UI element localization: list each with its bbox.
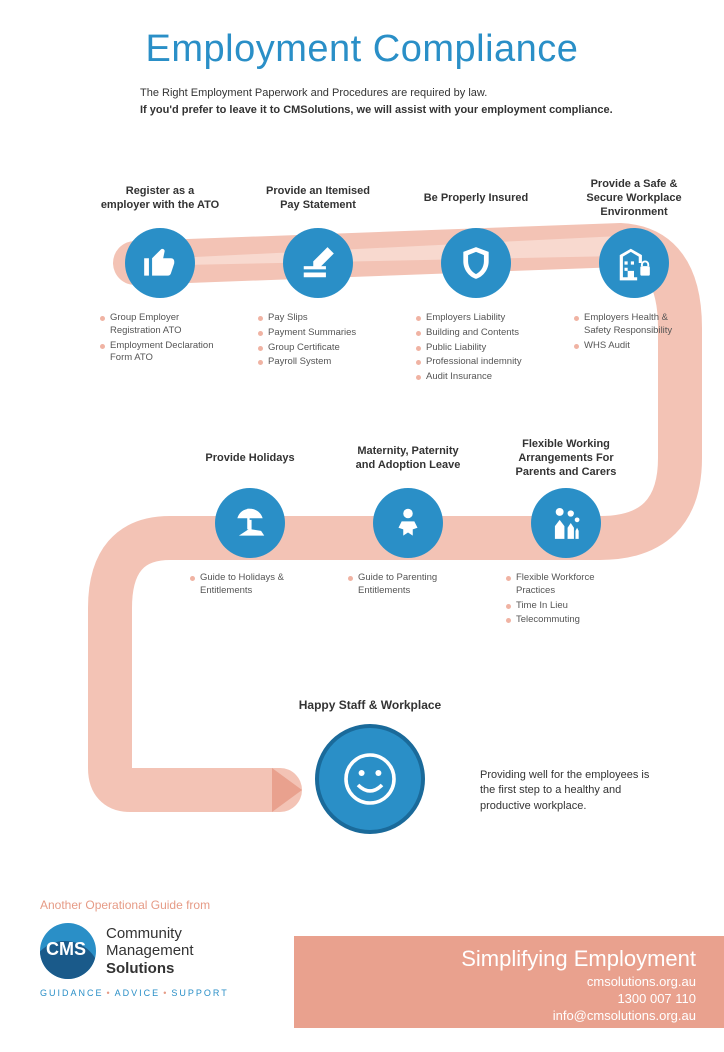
step-flexible-working: Flexible Working Arrangements For Parent… (506, 438, 626, 629)
baby-icon (373, 488, 443, 558)
steps-row-2: Provide Holidays Guide to Holidays & Ent… (190, 438, 626, 629)
footer-banner: Simplifying Employment cmsolutions.org.a… (294, 936, 724, 1028)
cms-logo-text: Community Management Solutions (106, 925, 194, 977)
smile-icon (315, 724, 425, 834)
step-pay-statement: Provide an Itemised Pay Statement Pay Sl… (258, 178, 378, 386)
banner-url: cmsolutions.org.au (314, 974, 696, 989)
final-caption: Providing well for the employees is the … (480, 768, 650, 814)
footer-tagline: Another Operational Guide from (40, 898, 210, 912)
step-holidays: Provide Holidays Guide to Holidays & Ent… (190, 438, 310, 629)
building-lock-icon (599, 228, 669, 298)
step-safe-workplace: Provide a Safe & Secure Workplace Enviro… (574, 178, 694, 386)
step-bullets: Group Employer Registration ATO Employme… (100, 312, 220, 367)
umbrella-beach-icon (215, 488, 285, 558)
final-step: Happy Staff & Workplace (280, 698, 460, 834)
steps-row-1: Register as a employer with the ATO Grou… (100, 178, 694, 386)
step-register-ato: Register as a employer with the ATO Grou… (100, 178, 220, 386)
cms-logo-subtitle: GUIDANCE•ADVICE•SUPPORT (40, 988, 229, 998)
shield-icon (441, 228, 511, 298)
step-parenting-leave: Maternity, Paternity and Adoption Leave … (348, 438, 468, 629)
cms-logo: CMS Community Management Solutions (40, 923, 194, 979)
banner-title: Simplifying Employment (314, 946, 696, 972)
banner-phone: 1300 007 110 (314, 991, 696, 1006)
document-pen-icon (283, 228, 353, 298)
step-insured: Be Properly Insured Employers Liability … (416, 178, 536, 386)
family-icon (531, 488, 601, 558)
cms-logo-mark: CMS (40, 923, 96, 979)
thumbs-up-icon (125, 228, 195, 298)
banner-email: info@cmsolutions.org.au (314, 1008, 696, 1023)
